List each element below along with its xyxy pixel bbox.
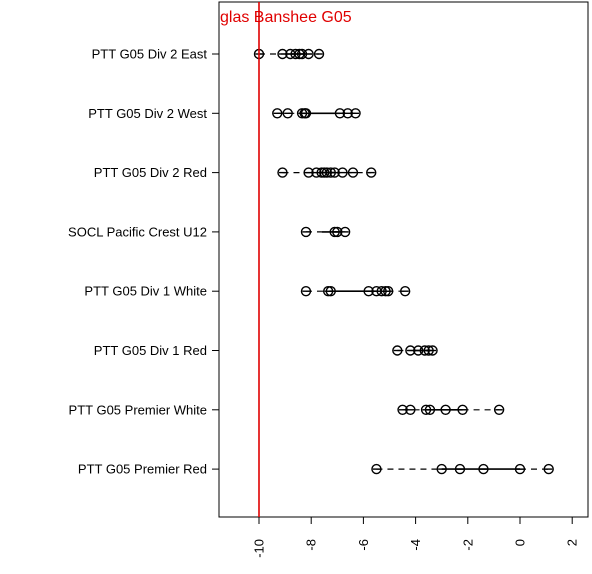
data-point — [303, 48, 314, 60]
category-label: PTT G05 Div 2 Red — [94, 165, 207, 180]
data-point — [366, 167, 377, 178]
data-point — [313, 48, 325, 60]
data-point — [282, 108, 293, 119]
data-point — [350, 108, 361, 119]
x-tick-label: 0 — [513, 539, 528, 546]
data-point — [339, 226, 351, 238]
category-label: PTT G05 Div 1 Red — [94, 343, 207, 358]
x-tick-label: -4 — [408, 539, 423, 551]
data-point — [440, 404, 451, 415]
data-point — [457, 404, 468, 415]
data-point — [514, 463, 526, 475]
category-label: PTT G05 Div 2 East — [92, 47, 208, 62]
data-point — [300, 226, 312, 238]
data-point — [300, 286, 312, 297]
category-label: PTT G05 Div 1 White — [84, 284, 207, 299]
data-point — [272, 108, 283, 119]
x-tick-label: -6 — [356, 539, 371, 551]
category-label: PTT G05 Premier White — [69, 402, 207, 417]
data-point — [347, 167, 359, 178]
category-label: PTT G05 Div 2 West — [88, 106, 207, 121]
category-label: SOCL Pacific Crest U12 — [68, 224, 207, 239]
data-point — [300, 108, 312, 119]
data-point — [427, 345, 438, 356]
data-point — [371, 463, 382, 475]
x-axis: -10 -8 -6 -4 -2 0 2 — [252, 516, 580, 558]
points-layer — [253, 48, 554, 475]
data-point — [493, 404, 505, 415]
data-point — [277, 167, 288, 178]
data-point — [382, 286, 394, 297]
x-tick-label: 2 — [565, 539, 580, 546]
data-point — [337, 167, 348, 178]
data-point — [543, 463, 554, 475]
data-point — [424, 404, 436, 415]
y-axis: PTT G05 Div 2 East PTT G05 Div 2 West PTT … — [68, 47, 219, 477]
x-tick-label: -2 — [460, 539, 475, 551]
data-point — [399, 286, 411, 297]
x-tick-label: -8 — [304, 539, 319, 551]
plot-frame — [218, 1, 589, 518]
x-tick-label: -10 — [252, 539, 267, 558]
data-point — [325, 286, 336, 297]
category-label: PTT G05 Premier Red — [78, 462, 207, 477]
data-point — [478, 463, 489, 475]
data-point — [392, 345, 403, 356]
data-point — [405, 404, 416, 415]
data-point — [436, 463, 447, 475]
data-point — [454, 463, 466, 475]
reference-line-label: glas Banshee G05 — [220, 9, 352, 26]
